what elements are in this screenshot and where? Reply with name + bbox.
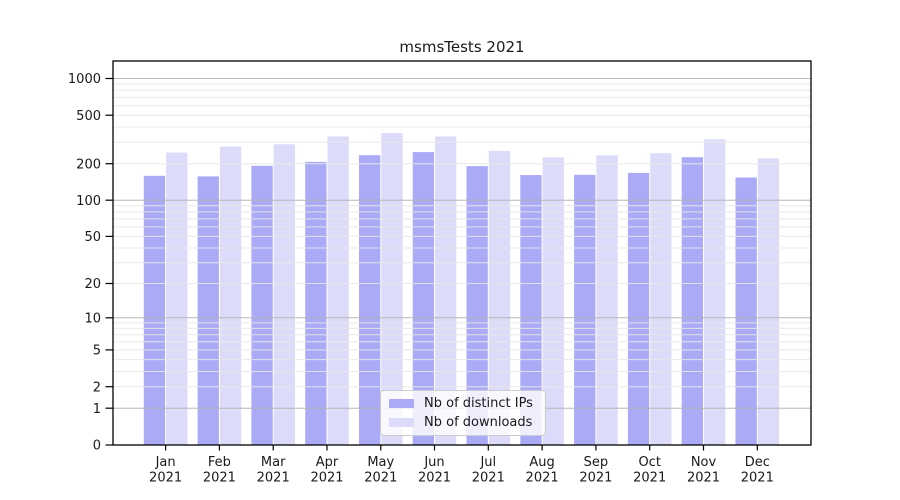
x-tick-label-year: 2021 (687, 471, 720, 486)
x-tick-label-year: 2021 (741, 471, 774, 486)
x-tick-label-month: Nov (691, 455, 717, 470)
legend-item-downloads: Nb of downloads (389, 415, 545, 430)
bar-downloads-sep (596, 155, 618, 445)
x-tick-label-year: 2021 (257, 471, 290, 486)
y-tick-label: 1000 (68, 72, 101, 87)
legend: Nb of distinct IPs Nb of downloads (380, 390, 546, 436)
x-tick-label-year: 2021 (310, 471, 343, 486)
bar-downloads-jan (166, 152, 188, 445)
x-tick-label-year: 2021 (472, 471, 505, 486)
x-tick-label-month: Mar (261, 455, 286, 470)
y-tick-label: 200 (76, 157, 101, 172)
bar-downloads-mar (273, 144, 295, 445)
bar-ips-jul (466, 166, 488, 445)
x-tick-label-month: May (367, 455, 394, 470)
x-tick-label-month: Dec (745, 455, 770, 470)
plot-border (112, 60, 812, 446)
x-tick-label-year: 2021 (203, 471, 236, 486)
y-tick-label: 1 (93, 402, 101, 417)
x-tick-label-month: Sep (584, 455, 609, 470)
legend-swatch-ips-icon (389, 399, 414, 408)
x-tick-label-month: Feb (208, 455, 231, 470)
bar-downloads-apr (327, 136, 349, 445)
gridlines-layer (113, 78, 811, 409)
x-tick-label-year: 2021 (364, 471, 397, 486)
bar-ips-aug (520, 175, 542, 445)
bar-ips-sep (574, 174, 596, 446)
bar-downloads-may (381, 133, 403, 445)
bar-downloads-jun (435, 136, 457, 445)
y-tick-label: 5 (93, 344, 101, 359)
x-tick-label-month: Jan (155, 455, 176, 470)
y-tick-label: 500 (76, 109, 101, 124)
x-tick-label-year: 2021 (526, 471, 559, 486)
x-tick-label-year: 2021 (633, 471, 666, 486)
bars-layer (143, 133, 780, 446)
bar-ips-nov (681, 157, 703, 445)
y-tick-label: 10 (84, 311, 101, 326)
y-tick-label: 50 (84, 230, 101, 245)
bar-downloads-feb (219, 146, 242, 445)
x-tick-label-year: 2021 (149, 471, 182, 486)
axes-layer (105, 60, 812, 451)
x-tick-label-month: Apr (316, 455, 339, 470)
legend-swatch-downloads-icon (389, 418, 414, 427)
x-tick-label-month: Aug (529, 455, 554, 470)
x-tick-label-month: Jul (479, 455, 496, 470)
bar-ips-mar (251, 165, 273, 446)
legend-item-distinct-ips: Nb of distinct IPs (389, 396, 545, 411)
bar-ips-may (359, 155, 381, 445)
x-tick-label-month: Oct (638, 455, 660, 470)
chart-title: msmsTests 2021 (399, 38, 524, 56)
bar-ips-jan (143, 175, 166, 446)
tick-labels-layer: 01251020501002005001000Jan2021Feb2021Mar… (68, 72, 774, 485)
x-tick-label-month: Jun (423, 455, 444, 470)
y-tick-label: 0 (93, 439, 101, 454)
bar-downloads-dec (757, 158, 780, 445)
bar-ips-feb (197, 176, 219, 445)
y-tick-label: 100 (76, 194, 101, 209)
x-tick-label-year: 2021 (418, 471, 451, 486)
y-tick-label: 20 (84, 277, 101, 292)
bar-downloads-aug (542, 157, 564, 445)
bar-downloads-oct (650, 153, 672, 445)
legend-label-distinct-ips: Nb of distinct IPs (424, 396, 533, 411)
bar-downloads-nov (704, 139, 726, 445)
bar-ips-dec (735, 177, 757, 445)
x-tick-label-year: 2021 (579, 471, 612, 486)
bar-ips-apr (305, 161, 327, 445)
bar-ips-oct (627, 172, 650, 445)
legend-label-downloads: Nb of downloads (424, 415, 533, 430)
y-tick-label: 2 (93, 380, 101, 395)
